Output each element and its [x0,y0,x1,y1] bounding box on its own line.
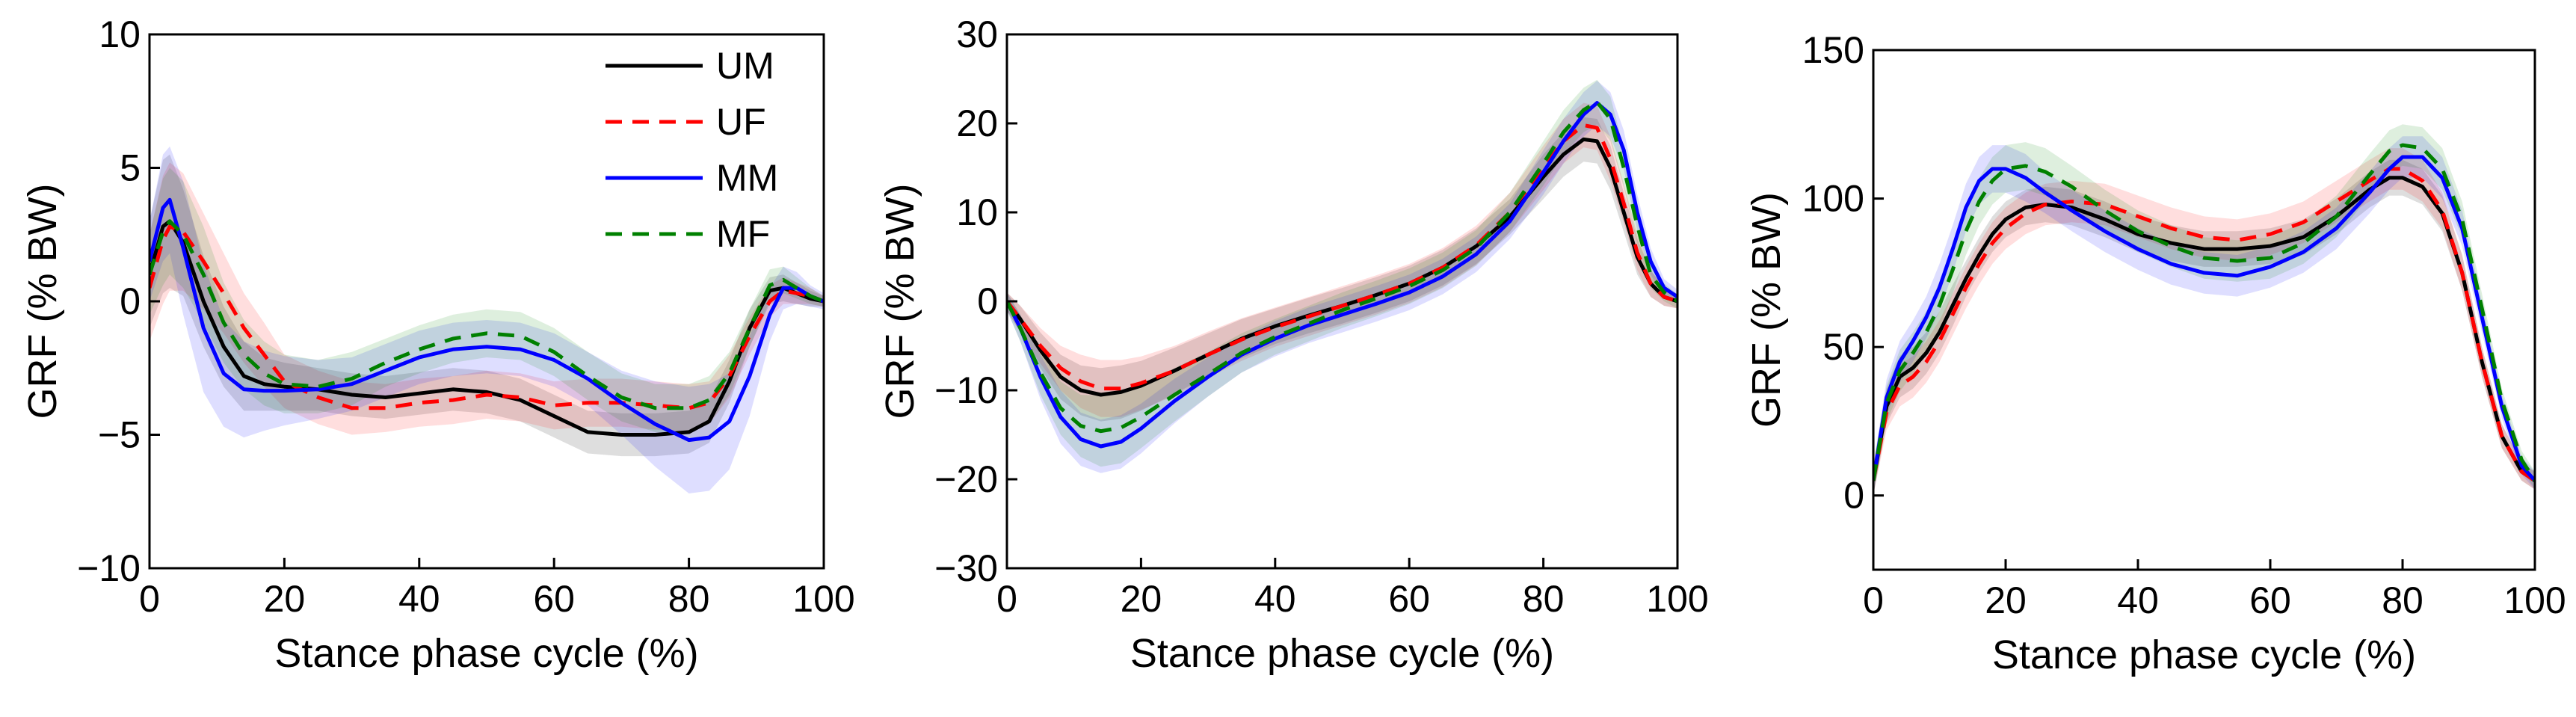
plot-area [1873,124,2535,496]
axes-frame [1872,49,2536,571]
x-tick-label: 40 [2117,579,2159,621]
y-tick-label: 50 [1822,326,1864,368]
band-mf [1007,79,1677,467]
legend-label-um: UM [716,45,774,87]
legend-label-uf: UF [716,101,766,143]
x-tick-label: 100 [792,578,854,620]
x-tick-label: 100 [1646,578,1708,620]
legend: UM UF MM MF [606,45,778,255]
y-tick-label: 0 [1843,475,1864,517]
y-tick-label: −20 [934,458,998,500]
y-tick-label: 0 [120,280,141,322]
y-tick-label: 5 [120,147,141,189]
x-tick-label: 60 [2249,579,2291,621]
y-tick-label: 100 [1802,178,1864,220]
y-tick-label: 150 [1802,29,1864,71]
series-line-uf [1007,123,1677,391]
band-um [1007,117,1677,422]
y-tick-label: −30 [934,547,998,589]
series-line-uf [1873,167,2535,482]
y-tick-label: 30 [956,13,998,55]
x-tick-label: 60 [1388,578,1430,620]
x-tick-label: 100 [2503,579,2566,621]
x-tick-label: 80 [668,578,710,620]
plot-area [150,146,824,493]
x-tick-label: 0 [996,578,1017,620]
y-axis-title: GRF (% BW) [1744,192,1789,428]
y-tick-label: −10 [934,369,998,411]
series-line-mm [150,197,824,443]
chart-panel-2: 0 20 40 60 80 100 −30 −20 −10 0 10 20 30 Stance phase… [878,13,1709,676]
x-tick-label: 20 [1121,578,1162,620]
x-tick-label: 60 [533,578,575,620]
x-axis-title: Stance phase cycle (%) [1992,633,2416,677]
series-line-uf [150,224,824,410]
band-uf [150,162,824,435]
chart-panel-1: 0 20 40 60 80 100 −10 −5 0 5 10 Stance phase cycle … [20,13,855,676]
legend-label-mf: MF [716,213,770,255]
chart-panel-3: 0 20 40 60 80 100 0 50 100 150 Stance phase cycle … [1744,29,2566,677]
x-tick-label: 20 [1985,579,2027,621]
series-line-um [1007,137,1677,397]
band-uf [1007,102,1677,417]
series-line-mf [150,219,824,410]
y-tick-label: 20 [956,102,998,144]
x-tick-label: 20 [264,578,306,620]
x-axis-title: Stance phase cycle (%) [274,631,698,676]
x-tick-label: 40 [398,578,440,620]
band-uf [1873,148,2535,496]
plot-area [1007,79,1677,473]
y-tick-label: 10 [956,191,998,233]
series-line-mf [1007,99,1677,434]
legend-label-mm: MM [716,157,778,199]
y-axis-title: GRF (% BW) [20,184,65,419]
y-tick-label: −5 [98,414,141,456]
y-tick-label: 10 [99,13,141,55]
series-line-mm [1873,155,2535,482]
x-tick-label: 80 [1523,578,1565,620]
series-line-mm [1007,101,1677,449]
series-line-mf [1873,143,2535,482]
y-tick-label: 0 [977,280,998,322]
x-tick-label: 0 [139,578,160,620]
x-axis-title: Stance phase cycle (%) [1130,631,1554,676]
x-tick-label: 40 [1254,578,1296,620]
band-um [150,154,824,457]
band-mf [150,167,824,432]
x-tick-label: 0 [1863,579,1884,621]
y-axis-title: GRF (% BW) [878,184,922,419]
x-tick-label: 80 [2382,579,2424,621]
y-tick-label: −10 [77,547,141,589]
